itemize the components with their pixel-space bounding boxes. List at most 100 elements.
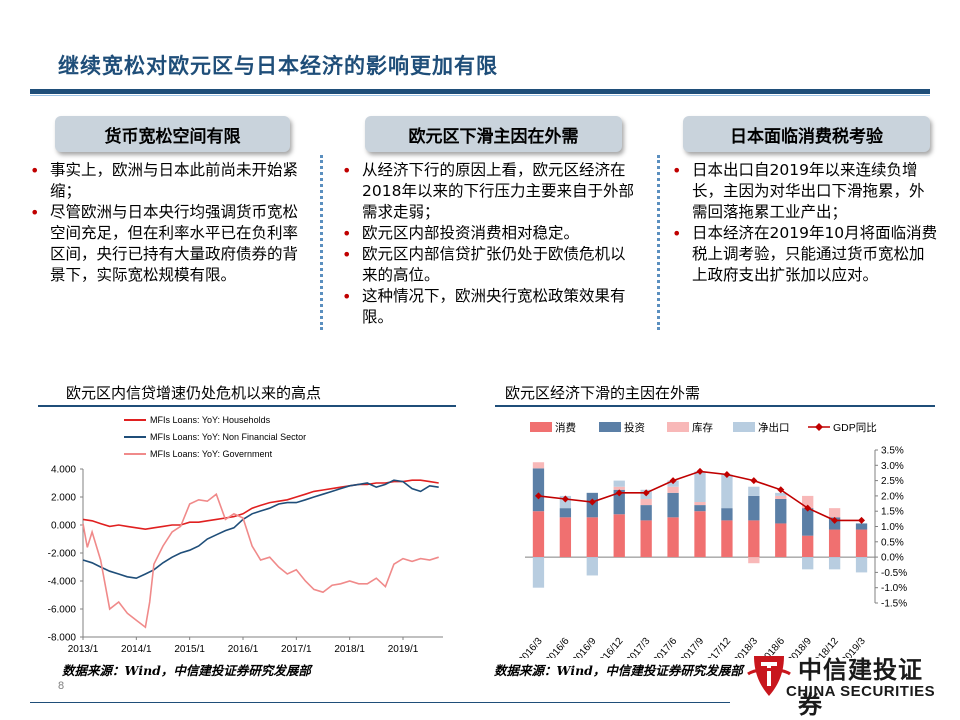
- gdp-point: [723, 470, 731, 478]
- bar-segment: [721, 508, 733, 521]
- bar-segment: [855, 529, 868, 558]
- bullet-item: 尽管欧洲与日本央行均强调货币宽松空间充足，但在利率水平已在负利率区间，央行已持有…: [26, 202, 304, 286]
- company-logo: 中信建投证券 CHINA SECURITIES: [740, 648, 940, 719]
- bar-segment: [694, 511, 706, 558]
- bullet-list-japan: 日本出口自2019年以来连续负增长，主因为对华出口下滑拖累，外需回落拖累工业产出…: [668, 160, 938, 286]
- bullet-item: 日本经济在2019年10月将面临消费税上调考验，只能通过货币宽松加上政府支出扩张…: [668, 223, 938, 286]
- bar-segment: [532, 468, 545, 512]
- x-tick-label: 2016/6: [544, 636, 572, 658]
- slide-title: 继续宽松对欧元区与日本经济的影响更加有限: [58, 54, 498, 78]
- bar-segment: [775, 498, 787, 524]
- x-tick-label: 2016/12: [594, 636, 626, 658]
- y-tick-label: 3.0%: [881, 461, 904, 472]
- y-tick-label: -8.000: [48, 633, 77, 644]
- bar-segment: [748, 520, 760, 558]
- legend-swatch: [530, 422, 552, 432]
- bar-segment: [828, 529, 841, 558]
- bar-segment: [694, 502, 706, 506]
- gdp-point: [750, 477, 758, 485]
- bar-segment: [828, 508, 841, 518]
- legend-swatch: [667, 422, 689, 432]
- bar-segment: [775, 492, 787, 496]
- y-tick-label: 0.5%: [881, 537, 904, 548]
- x-tick-label: 2016/9: [571, 636, 599, 658]
- y-tick-label: 2.000: [51, 493, 76, 504]
- y-tick-label: 4.000: [51, 465, 76, 476]
- column-header-eurozone: 欧元区下滑主因在外需: [365, 116, 622, 152]
- series-line: [82, 492, 439, 629]
- bar-segment: [855, 557, 868, 573]
- bar-segment: [802, 495, 814, 509]
- y-tick-label: -4.000: [48, 577, 77, 588]
- footer-line: [30, 702, 730, 703]
- bar-segment: [586, 517, 598, 558]
- bar-segment: [694, 505, 706, 512]
- gdp-point: [642, 489, 650, 497]
- gdp-point: [669, 477, 677, 485]
- x-tick-label: 2017/3: [624, 636, 652, 658]
- series-line: [82, 479, 439, 580]
- legend-label: 净出口: [758, 421, 790, 434]
- x-tick-label: 2017/6: [651, 636, 679, 658]
- bar-segment: [694, 471, 706, 503]
- x-tick-label: 2015/1: [174, 644, 205, 655]
- bar-segment: [640, 520, 652, 558]
- y-tick-label: -2.000: [48, 549, 77, 560]
- chart-right-title: 欧元区经济下滑的主因在外需: [505, 384, 701, 402]
- bar-segment: [613, 486, 625, 490]
- logo-text-cn: 中信建投证券: [798, 655, 923, 719]
- y-tick-label: 3.5%: [881, 446, 904, 457]
- gdp-point: [858, 516, 866, 524]
- bar-segment: [613, 489, 625, 515]
- legend-label: MFIs Loans: YoY: Households: [150, 415, 271, 425]
- legend-marker: [815, 423, 823, 431]
- x-tick-label: 2019/1: [388, 644, 419, 655]
- bar-segment: [532, 462, 545, 469]
- bar-segment: [640, 505, 652, 521]
- bar-segment: [667, 517, 679, 558]
- bar-segment: [802, 557, 814, 570]
- chart-left-title-line: [38, 405, 456, 407]
- x-tick-label: 2017/9: [678, 636, 706, 658]
- title-underline-thin: [30, 95, 930, 96]
- bar-segment: [613, 480, 625, 487]
- x-tick-label: 2014/1: [121, 644, 152, 655]
- y-tick-label: 0.000: [51, 521, 76, 532]
- bar-segment: [721, 520, 733, 558]
- bullet-item: 欧元区内部信贷扩张仍处于欧债危机以来的高位。: [338, 244, 638, 286]
- bar-segment: [775, 523, 787, 558]
- bar-segment: [667, 486, 679, 493]
- gdp-contribution-bar-chart: 消费 投资 库存 净出口 GDP同比 3.5% 3.0% 2.5% 2.0% 1.5% 1.0% 0.…: [517, 421, 908, 658]
- x-tick-label: 2013/1: [68, 644, 99, 655]
- column-divider: [657, 155, 660, 330]
- legend-label: MFIs Loans: YoY: Non Financial Sector: [150, 432, 306, 442]
- bar-segment: [828, 557, 841, 570]
- bar-segment: [855, 523, 868, 530]
- bar-segment: [748, 557, 760, 564]
- column-divider: [320, 155, 323, 330]
- x-tick-label: 2016/3: [517, 636, 545, 658]
- chart-right-title-line: [495, 405, 935, 407]
- x-tick-label: 2016/1: [228, 644, 259, 655]
- bullet-item: 日本出口自2019年以来连续负增长，主因为对华出口下滑拖累，外需回落拖累工业产出…: [668, 160, 938, 223]
- legend-label: 库存: [692, 421, 713, 434]
- y-tick-label: 0.0%: [881, 553, 904, 564]
- column-header-japan: 日本面临消费税考验: [683, 116, 930, 152]
- gdp-point: [777, 486, 785, 494]
- y-tick-label: 2.0%: [881, 491, 904, 502]
- gdp-point: [534, 492, 542, 500]
- bar-segment: [775, 495, 787, 499]
- legend-swatch: [599, 422, 621, 432]
- series-line: [82, 479, 439, 531]
- credit-growth-line-chart: MFIs Loans: YoY: Households MFIs Loans: Y…: [48, 415, 443, 655]
- legend-swatch: [733, 422, 755, 432]
- bar-segment: [748, 486, 760, 496]
- gdp-point: [615, 489, 623, 497]
- legend-label: 投资: [624, 421, 645, 434]
- bar-segment: [613, 514, 625, 558]
- bar-segment: [532, 557, 545, 588]
- gdp-point: [561, 495, 569, 503]
- legend-label: 消费: [555, 421, 576, 434]
- y-tick-label: 1.0%: [881, 522, 904, 533]
- y-tick-label: -1.0%: [881, 583, 907, 594]
